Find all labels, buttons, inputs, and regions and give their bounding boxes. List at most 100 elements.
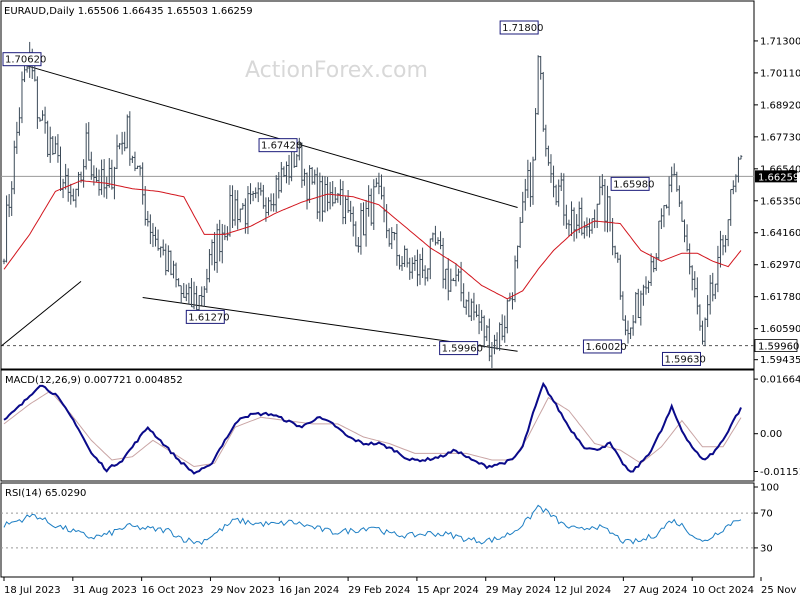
moving-average-line [3, 180, 742, 300]
macd-y-tick-label: -0.011515 [760, 467, 800, 478]
ohlc-bar [688, 243, 691, 275]
ohlc-bar [280, 161, 283, 193]
price-y-tick-label: 1.60590 [760, 324, 800, 335]
ohlc-bar [218, 219, 222, 262]
ohlc-bar [585, 217, 589, 237]
price-annotation: 1.70620 [2, 52, 46, 67]
ohlc-bar [721, 234, 725, 256]
ohlc-bar [161, 239, 165, 256]
ohlc-bar [23, 65, 26, 83]
ohlc-bar [428, 238, 432, 280]
ohlc-bar [331, 180, 334, 207]
x-tick-label: 15 Apr 2024 [417, 585, 479, 596]
ohlc-bar [408, 257, 412, 280]
ohlc-bar [256, 182, 260, 203]
ohlc-bar [588, 218, 591, 238]
ohlc-bar [305, 172, 309, 210]
ohlc-bar [15, 121, 19, 154]
ohlc-bar [734, 174, 738, 193]
ohlc-bar [644, 276, 648, 295]
ohlc-bar [629, 327, 632, 339]
ohlc-bar [395, 223, 399, 266]
trendline [1, 280, 82, 347]
trendline [3, 58, 518, 208]
ohlc-bar [74, 188, 78, 208]
ohlc-bar [636, 288, 640, 319]
ohlc-bar [439, 231, 442, 250]
ohlc-bar [131, 155, 134, 163]
ohlc-bar [213, 232, 216, 271]
chart-header: EURAUD,Daily 1.65506 1.66435 1.65503 1.6… [4, 6, 253, 17]
ohlc-bar [624, 315, 627, 336]
x-tick-label: 12 Jul 2024 [555, 585, 612, 596]
ohlc-bar [172, 260, 175, 279]
ohlc-bar [357, 237, 360, 253]
ohlc-bar [449, 268, 453, 292]
ohlc-bar [200, 286, 204, 306]
ohlc-bar [369, 188, 373, 226]
ohlc-bar [246, 186, 250, 235]
support-price-tag: 1.59960 [754, 339, 799, 353]
ohlc-bar [182, 283, 186, 298]
ohlc-bar [56, 134, 60, 163]
ohlc-bar [652, 256, 655, 273]
ohlc-bar [711, 272, 715, 302]
ohlc-bar [719, 230, 722, 268]
ohlc-bar [238, 208, 242, 223]
price-annotation-label: 1.60020 [585, 342, 626, 353]
ohlc-bar [282, 166, 286, 178]
ohlc-bar [680, 200, 684, 222]
ohlc-bar [647, 280, 650, 294]
ohlc-bar [267, 197, 270, 216]
ohlc-bar [739, 155, 743, 160]
x-tick-label: 29 Nov 2023 [210, 585, 274, 596]
ohlc-bar [490, 341, 494, 368]
ohlc-bar [364, 199, 368, 247]
price-annotation: 1.67420 [258, 138, 302, 153]
price-y-tick-label: 1.71300 [760, 36, 800, 47]
rsi-panel: RSI(14) 65.0290 100 70 30 [0, 482, 779, 578]
rsi-y-tick-label: 70 [760, 509, 773, 520]
ohlc-bar [197, 295, 201, 312]
ohlc-bar [503, 315, 507, 343]
ohlc-bar [300, 142, 304, 188]
ohlc-bar [18, 107, 21, 136]
ohlc-bar [375, 177, 378, 188]
ohlc-bar [151, 223, 155, 248]
ohlc-bar [716, 245, 720, 293]
ohlc-bar [559, 172, 563, 191]
ohlc-bar [128, 111, 132, 166]
ohlc-bar [223, 224, 227, 241]
rsi-panel-frame [0, 482, 755, 578]
price-annotation: 1.59630 [661, 351, 706, 366]
ohlc-bar [318, 172, 322, 222]
ohlc-bar [2, 258, 6, 265]
ohlc-bar [346, 189, 350, 213]
ohlc-bar [141, 162, 144, 205]
ohlc-bar [20, 71, 24, 124]
ohlc-bar [616, 252, 620, 263]
ohlc-bar [708, 274, 712, 315]
current-price-label: 1.66259 [758, 172, 799, 183]
ohlc-bar [136, 165, 139, 169]
ohlc-bar [177, 278, 180, 287]
ohlc-bar [457, 268, 460, 282]
ohlc-bar [580, 197, 584, 236]
price-y-tick-label: 1.65350 [760, 196, 800, 207]
ohlc-bar [654, 253, 658, 271]
ohlc-bar [46, 120, 49, 157]
ohlc-bar [10, 181, 14, 216]
x-tick-label: 29 May 2024 [486, 585, 551, 596]
ohlc-bar [678, 185, 681, 207]
ohlc-bar [411, 257, 414, 279]
ohlc-bar [113, 166, 116, 200]
ohlc-bar [298, 137, 301, 161]
ohlc-bar [95, 167, 98, 182]
ohlc-bar [662, 205, 666, 228]
ohlc-bar [66, 168, 70, 202]
price-y-tick-label: 1.66540 [760, 164, 800, 175]
ohlc-bar [362, 202, 365, 236]
ohlc-bar [724, 235, 727, 253]
x-tick-label: 10 Oct 2024 [692, 585, 754, 596]
ohlc-bar [488, 318, 491, 362]
